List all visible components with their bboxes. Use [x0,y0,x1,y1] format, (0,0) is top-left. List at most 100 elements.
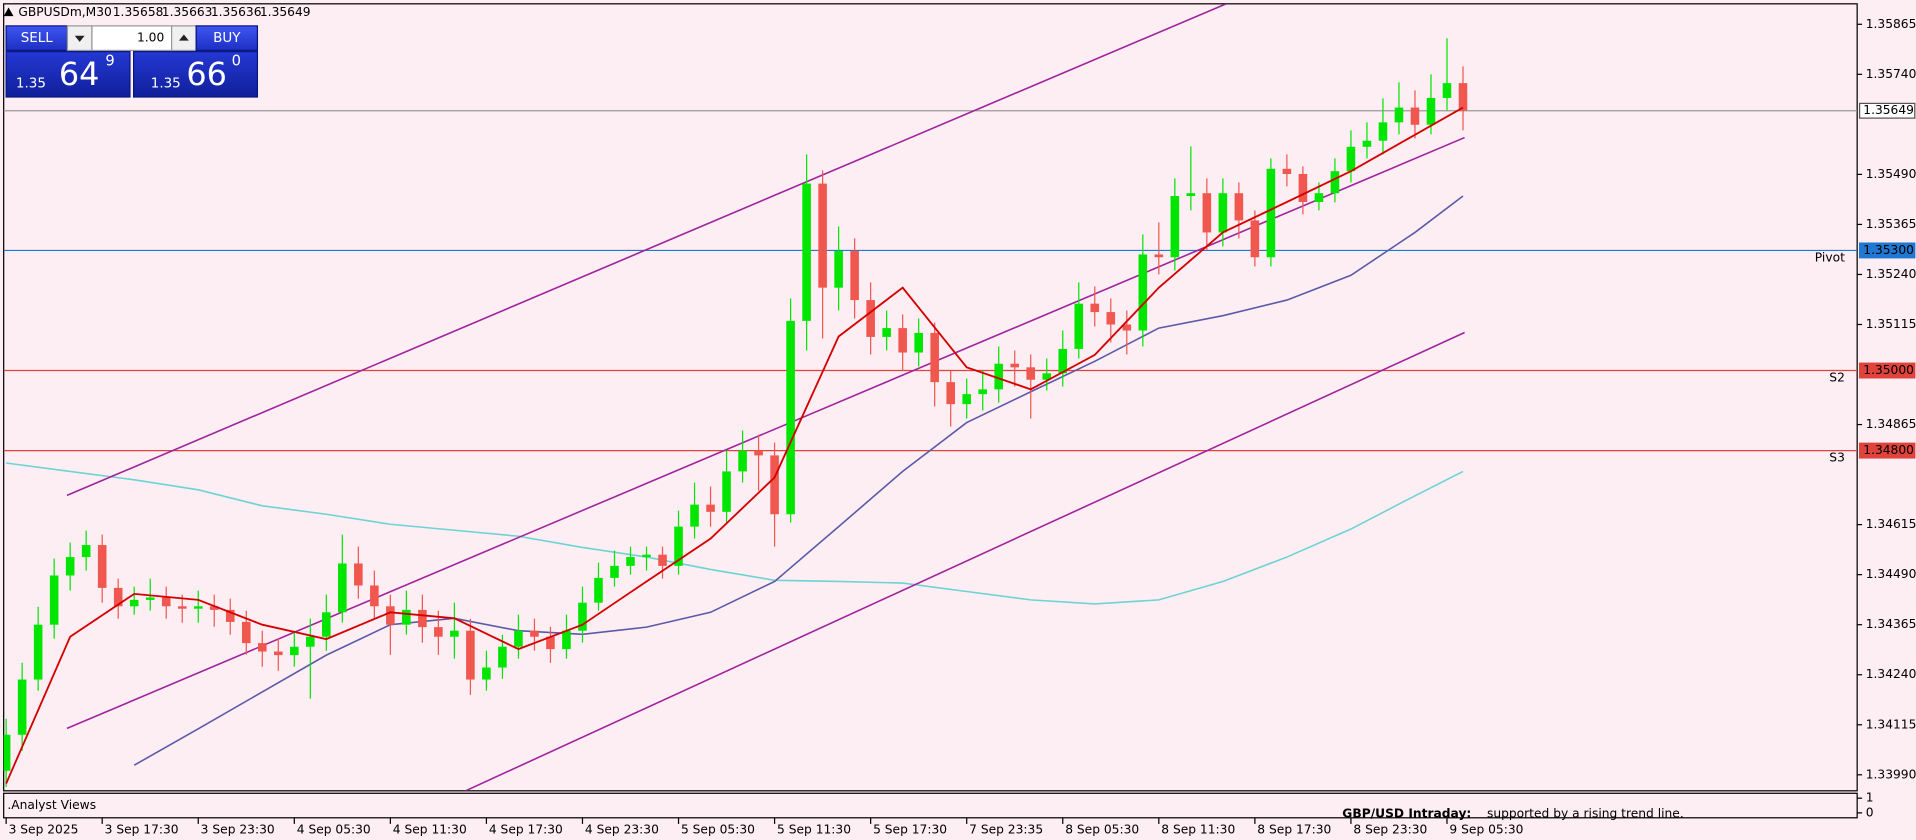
candle-body [65,557,75,576]
x-tick-label: 4 Sep 05:30 [297,823,371,837]
candle-body [434,627,443,637]
candle-body [145,597,155,600]
y-tick-label: 1.34240 [1866,667,1916,681]
level-box [1858,102,1916,119]
candle-body [1330,171,1340,194]
x-tick-label: 8 Sep 05:30 [1065,823,1139,837]
buy-button[interactable] [195,25,259,52]
indicator-tick-label: 0 [1866,805,1874,819]
candle-body [1346,146,1356,172]
candle-body [482,667,491,680]
y-tick-label: 1.35365 [1866,217,1916,231]
candle-body [1282,168,1292,174]
y-tick-label: 1.34490 [1866,567,1916,581]
candle-body [3,734,11,771]
x-tick-label: 8 Sep 23:30 [1353,823,1427,837]
candle-body [1090,303,1100,313]
candle-body [802,183,811,321]
candle-body [578,602,587,631]
bid-big: 1.35 [16,76,46,92]
trend-line [66,3,1227,497]
trend-line [465,331,1465,791]
candle-body [994,363,1004,390]
candle-body [49,575,59,625]
ask-box[interactable] [133,51,259,98]
indicator-tick-label: 1 [1866,791,1874,805]
candle-body [946,382,955,405]
level-box [1858,242,1916,259]
header-open: 1.35658 [113,5,164,19]
bid-box[interactable] [5,51,131,98]
y-tick-label: 1.35865 [1866,17,1916,31]
x-tick-label: 5 Sep 05:30 [681,823,755,837]
x-tick-label: 8 Sep 17:30 [1257,823,1331,837]
candle-body [177,606,187,609]
candle-body [962,394,971,405]
x-tick-label: 9 Sep 05:30 [1449,823,1523,837]
trend-line [66,136,1465,730]
candle-body [1154,254,1164,258]
moving-average [6,462,1464,605]
candle-body [738,450,747,472]
candle-body [241,621,251,644]
candle-body [193,606,203,609]
y-tick-label: 1.34115 [1866,717,1916,731]
candle-body [209,606,219,610]
candle-body [1074,303,1084,349]
buy-label: BUY [213,30,241,46]
candle-body [898,328,907,353]
level-value: 1.35000 [1863,363,1914,377]
candle-body [626,557,635,566]
ask-big: 1.35 [151,76,181,92]
moving-average [5,106,1464,784]
volume-value: 1.00 [137,31,164,45]
candle-body [33,624,43,680]
candle-body [306,636,315,647]
candle-body [530,630,539,637]
down-arrow [74,35,85,42]
candle-body [1138,254,1148,331]
candle-body [1058,348,1068,374]
x-tick-label: 8 Sep 11:30 [1161,823,1235,837]
axes: 1.358651.357401.354901.353651.352401.351… [5,17,1916,837]
y-tick-label: 1.33990 [1866,767,1916,781]
x-tick-label: 3 Sep 23:30 [201,823,275,837]
volume-input[interactable] [91,25,173,52]
candle-body [418,609,427,628]
candle-body [834,250,843,288]
candle-body [81,545,91,558]
candle-body [722,471,731,512]
candle-body [97,545,107,588]
candle-body [1266,168,1276,258]
candle-body [690,504,699,527]
candle-body [978,389,988,395]
candle-body [290,646,299,656]
x-tick-label: 5 Sep 17:30 [873,823,947,837]
x-tick-label: 5 Sep 11:30 [777,823,851,837]
candle-body [386,606,395,625]
x-tick-label: 3 Sep 2025 [9,823,79,837]
moving-average [133,195,1464,766]
candle-body [338,563,347,613]
collapse-icon[interactable] [3,7,14,17]
candle-body [786,320,795,515]
candle-body [1298,173,1308,203]
indicator-headline: GBP/USD Intraday: [1342,807,1471,821]
y-tick-label: 1.35115 [1866,317,1916,331]
candle-body [402,609,411,625]
candle-body [17,679,27,735]
candle-body [1394,107,1404,123]
indicator-frame [3,792,1858,819]
ask-pips: 66 [186,55,227,93]
candle-body [1106,312,1116,325]
up-arrow [178,34,189,41]
plot-frame [3,3,1858,792]
level-value: 1.34800 [1863,443,1914,457]
candle-body [594,577,603,603]
sell-label: SELL [21,30,54,46]
candle-body [274,651,283,656]
candle-body [354,563,363,586]
candle-body [610,565,619,578]
candle-body [514,630,523,647]
